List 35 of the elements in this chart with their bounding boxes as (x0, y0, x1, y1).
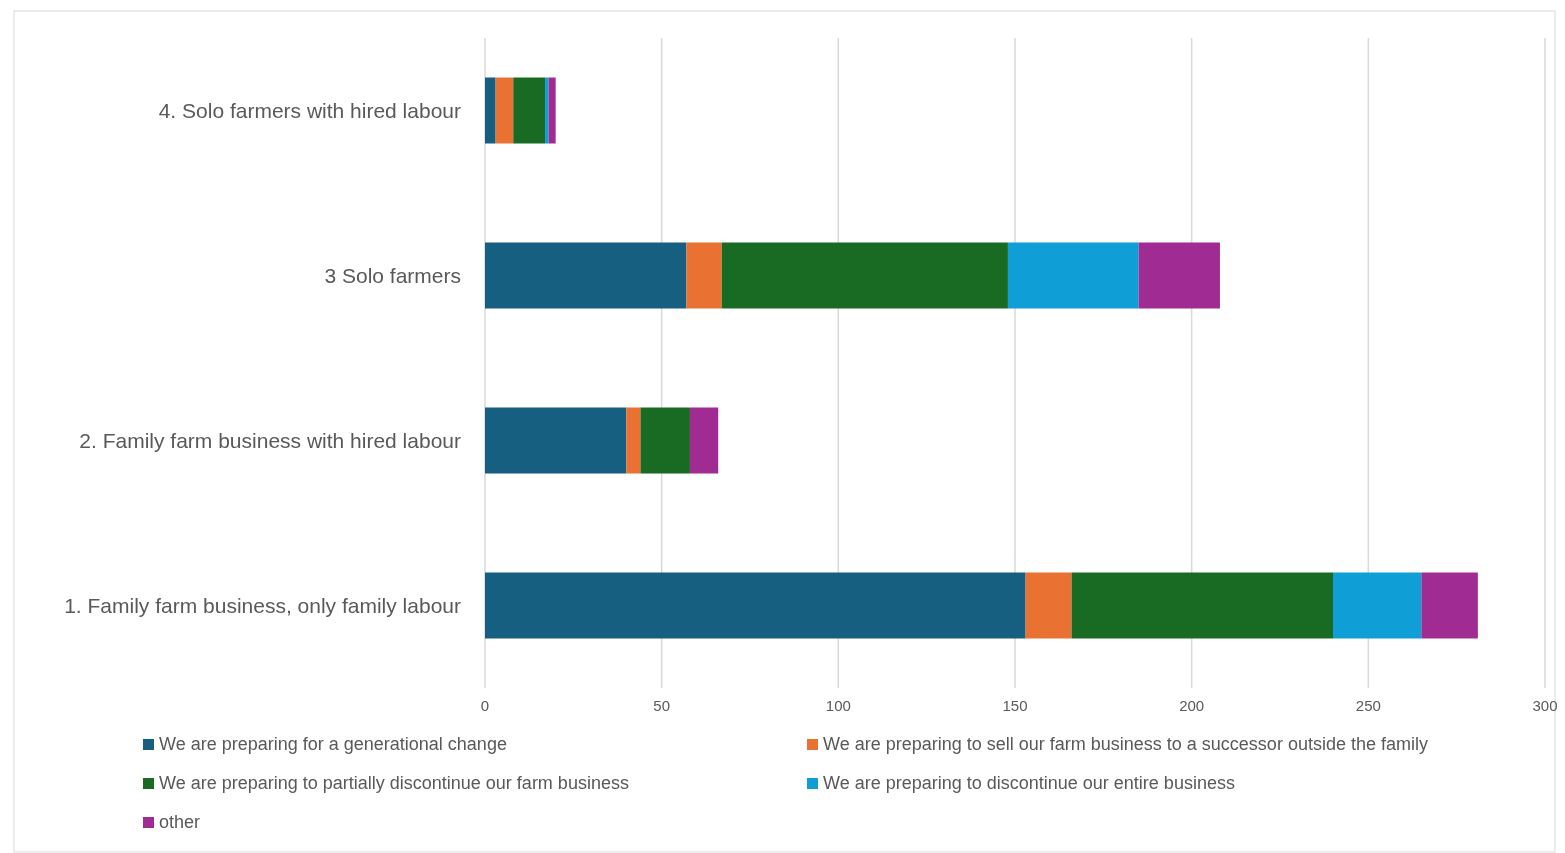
y-tick-label: 4. Solo farmers with hired labour (158, 98, 461, 122)
bar (1007, 242, 1139, 309)
bar (485, 242, 687, 309)
legend-label: We are preparing to sell our farm business to a successor outside the family (823, 734, 1428, 754)
bar (485, 407, 627, 474)
bar (485, 77, 496, 144)
x-tick-label: 200 (1179, 697, 1205, 714)
legend-label: We are preparing to partially discontinue our farm business (159, 773, 629, 793)
x-tick-label: 250 (1355, 697, 1381, 714)
legend-label: We are preparing for a generational change (159, 734, 507, 754)
bar (485, 572, 1026, 639)
bar (1421, 572, 1478, 639)
bar (640, 407, 690, 474)
bar (689, 407, 719, 474)
bar (686, 242, 722, 309)
legend-label: We are preparing to discontinue our entire business (823, 773, 1235, 793)
bar (1138, 242, 1220, 309)
bar (1025, 572, 1072, 639)
x-tick-label: 150 (1002, 697, 1028, 714)
y-tick-label: 3 Solo farmers (324, 263, 461, 287)
bar (545, 77, 549, 144)
x-tick-label: 100 (825, 697, 851, 714)
bar (1333, 572, 1422, 639)
x-tick-label: 0 (480, 697, 490, 714)
bar (513, 77, 546, 144)
bar (1071, 572, 1333, 639)
x-tick-label: 50 (653, 697, 671, 714)
bar (626, 407, 641, 474)
bar (721, 242, 1008, 309)
bar (548, 77, 556, 144)
y-tick-label: 2. Family farm business with hired labour (79, 428, 461, 452)
bar (495, 77, 514, 144)
y-tick-label: 1. Family farm business, only family labour (64, 593, 461, 617)
x-tick-label: 300 (1532, 697, 1558, 714)
legend-label: other (159, 812, 201, 832)
